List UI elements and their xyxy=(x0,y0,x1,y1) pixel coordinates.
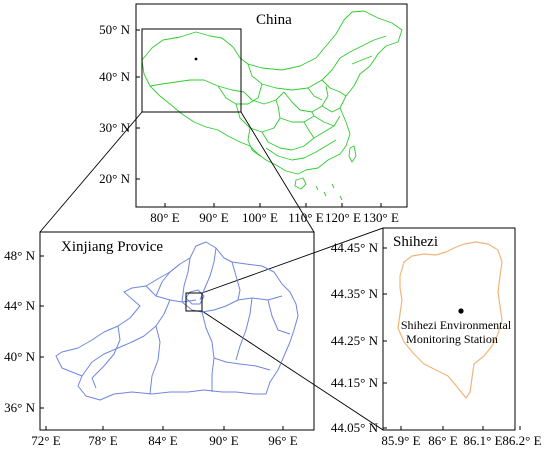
china-lat-tick: 30° N xyxy=(99,120,130,135)
station-label-line1: Shihezi Environmental xyxy=(401,318,512,332)
guangxi-guangdong-border xyxy=(265,139,337,161)
shihezi-lon-tick: 86.2° E xyxy=(502,433,541,448)
prefecture-border xyxy=(199,247,217,301)
gansu-border xyxy=(243,91,285,105)
xinjiang-outline xyxy=(55,241,299,401)
xinjiang-to-shihezi-connector-top xyxy=(201,227,384,294)
xinjiang-map-panel: Xinjiang Provice 48° N 44° N 40° N 36° N… xyxy=(4,231,315,448)
prefecture-border xyxy=(201,311,215,392)
shihezi-lat-tick: 44.35° N xyxy=(331,286,379,301)
qinghai-border xyxy=(217,83,263,105)
station-label-line2: Monitoring Station xyxy=(406,332,498,346)
shihezi-lat-ticks: 44.45° N 44.35° N 44.25° N 44.15° N 44.0… xyxy=(331,240,387,435)
china-outline xyxy=(141,10,403,175)
xinjiang-lon-ticks: 72° E 78° E 84° E 90° E 96° E xyxy=(31,426,298,448)
xinjiang-lon-tick: 96° E xyxy=(268,433,297,448)
xinjiang-lon-tick: 78° E xyxy=(88,433,117,448)
china-lon-tick: 110° E xyxy=(288,210,323,225)
china-borders xyxy=(141,10,403,201)
taiwan-island xyxy=(348,145,357,163)
hubei-hunan-border xyxy=(279,111,315,123)
shihezi-lat-tick: 44.05° N xyxy=(331,420,379,435)
prefecture-border xyxy=(185,289,205,305)
shihezi-lon-tick: 86.1° E xyxy=(463,433,502,448)
monitoring-station-dot xyxy=(458,308,464,314)
shihezi-map-title: Shihezi xyxy=(393,234,438,250)
prefecture-border xyxy=(81,299,171,377)
northeast-provinces-border xyxy=(339,35,387,65)
inner-mongolia-border xyxy=(247,57,341,91)
china-to-xinjiang-connector-right xyxy=(240,111,315,233)
xinjiang-lat-tick: 36° N xyxy=(4,400,35,415)
xinjiang-lat-ticks: 48° N 44° N 40° N 36° N xyxy=(4,248,44,415)
china-map-panel: China 50° N 40° N 30° N 20° N 80° E 90° … xyxy=(99,3,408,225)
xinjiang-lat-tick: 48° N xyxy=(4,248,35,263)
xinjiang-lon-tick: 90° E xyxy=(209,433,238,448)
sichuan-border xyxy=(235,99,281,133)
china-lat-tick: 40° N xyxy=(99,69,130,84)
prefecture-border xyxy=(155,263,181,297)
prefecture-border xyxy=(267,299,291,335)
china-lat-ticks: 50° N 40° N 30° N 20° N xyxy=(99,22,140,186)
china-location-dot xyxy=(194,57,198,61)
china-lon-tick: 80° E xyxy=(150,210,179,225)
china-lon-tick: 100° E xyxy=(242,210,278,225)
yunnan-border xyxy=(247,127,261,157)
south-china-sea-islands xyxy=(315,183,343,201)
china-lon-tick: 120° E xyxy=(325,210,361,225)
shihezi-lon-tick: 85.9° E xyxy=(381,433,420,448)
xinjiang-map-title: Xinjiang Provice xyxy=(61,239,163,255)
prefecture-border xyxy=(235,297,253,361)
shihezi-lon-tick: 86° E xyxy=(428,433,457,448)
xinjiang-borders xyxy=(55,241,299,401)
xinjiang-inset-rect xyxy=(185,292,203,312)
shihezi-map-panel: Shihezi Environmental Monitoring Station… xyxy=(331,227,542,448)
china-lat-tick: 50° N xyxy=(99,22,130,37)
xinjiang-to-shihezi-connector-bottom xyxy=(201,310,384,431)
prefecture-border xyxy=(149,325,161,395)
china-lon-tick: 130° E xyxy=(363,210,399,225)
xinjiang-tibet-border xyxy=(149,79,245,93)
prefecture-border xyxy=(181,257,191,303)
xinjiang-map-frame xyxy=(39,231,315,431)
shihezi-lat-tick: 44.45° N xyxy=(331,240,379,255)
china-lon-ticks: 80° E 90° E 100° E 110° E 120° E 130° E xyxy=(150,203,399,225)
shihezi-map-frame xyxy=(382,227,516,431)
china-map-title: China xyxy=(256,12,292,28)
xinjiang-lon-tick: 72° E xyxy=(31,433,60,448)
shihezi-lat-tick: 44.25° N xyxy=(331,333,379,348)
eastern-coastal-border xyxy=(303,105,341,139)
prefecture-border xyxy=(91,325,121,389)
china-lat-tick: 20° N xyxy=(99,171,130,186)
north-china-border xyxy=(307,79,347,101)
zoom-connector-lines xyxy=(39,111,384,431)
shihezi-lon-ticks: 85.9° E 86° E 86.1° E 86.2° E xyxy=(381,426,542,448)
shihezi-lat-tick: 44.15° N xyxy=(331,375,379,390)
xinjiang-lon-tick: 84° E xyxy=(148,433,177,448)
china-lon-tick: 90° E xyxy=(199,210,228,225)
prefecture-border xyxy=(231,261,241,301)
china-map-frame xyxy=(135,3,408,208)
southern-provinces-border xyxy=(261,115,341,151)
china-to-xinjiang-connector-left xyxy=(39,111,143,233)
shihezi-city-boundary xyxy=(397,241,503,399)
china-inset-rect xyxy=(141,28,242,113)
prefecture-border xyxy=(213,357,271,371)
hainan-island xyxy=(294,177,307,190)
xinjiang-lat-tick: 44° N xyxy=(4,298,35,313)
xinjiang-lat-tick: 40° N xyxy=(4,349,35,364)
